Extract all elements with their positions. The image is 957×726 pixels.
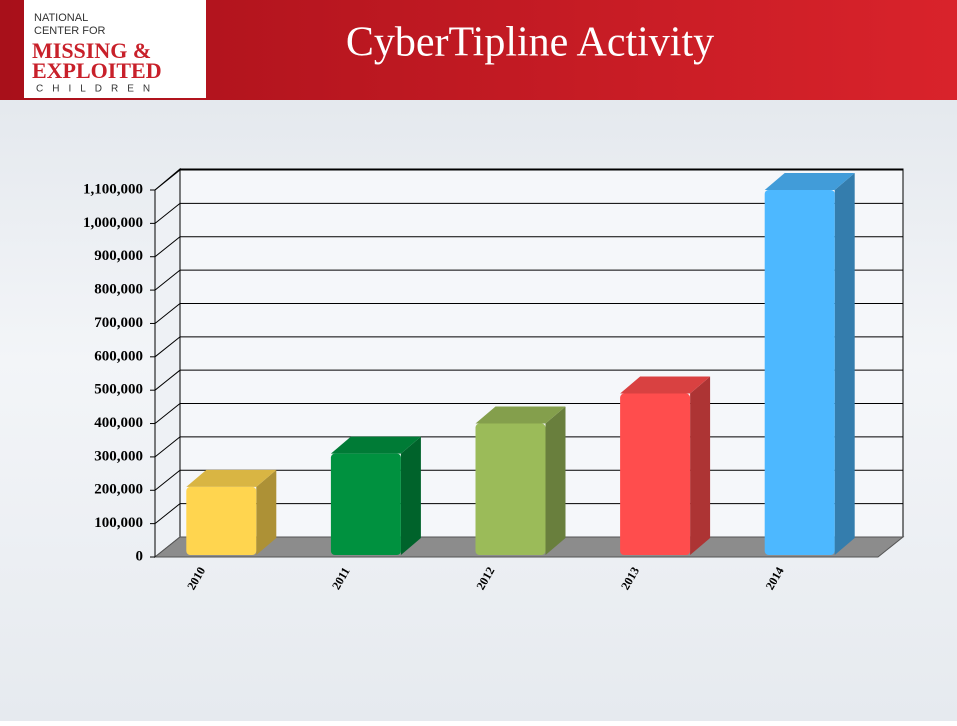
chart-title: CyberTipline Activity [346,20,714,66]
y-tick-label: 700,000 [94,315,143,331]
bar [620,393,691,555]
grid-line [154,236,903,258]
bar [764,190,835,555]
grid-line [154,336,903,358]
bar-side [690,376,711,555]
grid-line [154,302,903,324]
bar-top [475,406,566,424]
bar [186,486,257,555]
logo-text: EXPLOITED [32,58,162,83]
bar [475,423,546,555]
logo-text: CENTER FOR [34,25,106,37]
y-tick-label: 0 [136,548,144,564]
side-wall [154,167,181,559]
y-tick-label: 200,000 [94,482,143,498]
logo-text: CHILDREN [36,84,159,95]
grid-line [154,369,903,391]
bar-top [620,376,711,394]
y-tick-label: 100,000 [94,515,143,531]
bar-top [764,173,855,190]
grid-line [154,169,903,191]
bar-top [330,436,421,454]
logo-text: NATIONAL [34,12,88,24]
bar [330,453,401,555]
bar-side [256,469,277,555]
bar-top [186,469,277,487]
y-tick-label: 400,000 [94,415,143,431]
logo-box [24,0,206,98]
grid-line [154,269,903,291]
bar-side [834,173,855,555]
y-tick-label: 1,100,000 [83,181,143,197]
bar-side [545,406,566,555]
y-tick-label: 300,000 [94,448,143,464]
y-tick-label: 600,000 [94,348,143,364]
grid-line [154,202,903,224]
y-tick-label: 1,000,000 [83,215,143,231]
chart: 0 100,000 200,000 300,000 400,000 500,000 600,… [83,167,905,592]
y-tick-label: 500,000 [94,382,143,398]
y-tick-label: 800,000 [94,282,143,298]
bar-side [400,436,421,555]
y-tick-label: 900,000 [94,248,143,264]
logo-text: MISSING & [32,38,151,63]
